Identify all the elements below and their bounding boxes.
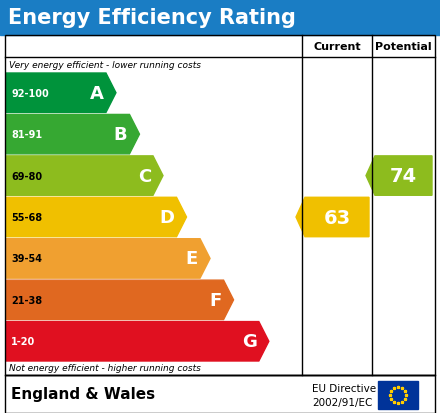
Text: England & Wales: England & Wales bbox=[11, 387, 155, 401]
Text: C: C bbox=[138, 167, 151, 185]
Text: G: G bbox=[242, 332, 257, 351]
Polygon shape bbox=[296, 198, 369, 237]
Text: F: F bbox=[209, 291, 222, 309]
Text: 2002/91/EC: 2002/91/EC bbox=[312, 396, 372, 407]
Text: 55-68: 55-68 bbox=[11, 212, 42, 223]
Text: Current: Current bbox=[313, 42, 361, 52]
Polygon shape bbox=[6, 74, 116, 113]
Text: Not energy efficient - higher running costs: Not energy efficient - higher running co… bbox=[9, 363, 201, 373]
Text: D: D bbox=[160, 209, 175, 226]
Polygon shape bbox=[6, 115, 139, 154]
Polygon shape bbox=[6, 157, 163, 196]
Polygon shape bbox=[6, 239, 210, 278]
Text: Energy Efficiency Rating: Energy Efficiency Rating bbox=[8, 8, 296, 28]
Text: A: A bbox=[90, 85, 104, 102]
Polygon shape bbox=[6, 280, 234, 320]
Text: B: B bbox=[114, 126, 128, 144]
Polygon shape bbox=[366, 157, 432, 196]
Polygon shape bbox=[6, 322, 269, 361]
Bar bbox=[0, 0, 440, 36]
Bar bbox=[5, 36, 435, 375]
Polygon shape bbox=[6, 198, 187, 237]
Text: 74: 74 bbox=[390, 167, 417, 185]
Text: E: E bbox=[186, 250, 198, 268]
Text: Very energy efficient - lower running costs: Very energy efficient - lower running co… bbox=[9, 62, 201, 70]
Text: Potential: Potential bbox=[375, 42, 432, 52]
Text: 39-54: 39-54 bbox=[11, 254, 42, 264]
Text: 92-100: 92-100 bbox=[11, 88, 49, 98]
Bar bbox=[5, 375, 435, 413]
Text: 81-91: 81-91 bbox=[11, 130, 42, 140]
Text: 63: 63 bbox=[323, 208, 351, 227]
Text: EU Directive: EU Directive bbox=[312, 383, 376, 393]
Text: 1-20: 1-20 bbox=[11, 337, 35, 347]
Bar bbox=[378, 381, 418, 409]
Text: 69-80: 69-80 bbox=[11, 171, 42, 181]
Text: 21-38: 21-38 bbox=[11, 295, 42, 305]
